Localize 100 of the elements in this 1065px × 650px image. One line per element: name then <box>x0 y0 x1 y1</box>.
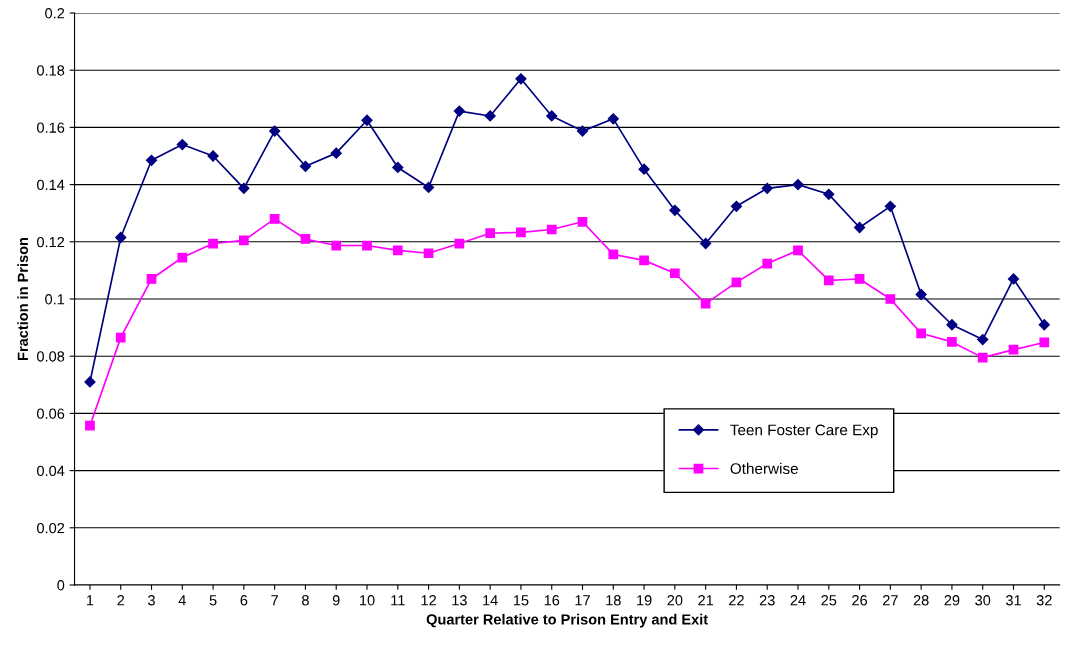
point <box>577 216 588 227</box>
x-tick-label: 17 <box>575 595 590 606</box>
point <box>422 181 435 194</box>
point <box>761 182 773 194</box>
y-tick-label: 0.08 <box>37 351 65 362</box>
point <box>854 274 865 284</box>
point <box>1038 319 1050 331</box>
point <box>85 420 95 431</box>
point <box>946 319 958 331</box>
x-tick-label: 31 <box>1005 595 1021 606</box>
point <box>485 228 496 239</box>
point <box>546 110 558 122</box>
y-tick-label: 0.06 <box>37 408 65 419</box>
point <box>823 188 835 200</box>
x-tick-label: 14 <box>483 595 498 606</box>
point <box>730 200 743 212</box>
point <box>916 328 927 339</box>
y-axis-title: Fraction in Prison <box>17 237 29 361</box>
point <box>177 252 188 263</box>
point <box>392 245 403 256</box>
point <box>115 231 127 244</box>
point <box>331 240 342 251</box>
point <box>269 125 281 137</box>
x-tick-label: 20 <box>667 595 683 606</box>
point <box>700 237 712 250</box>
y-tick-label: 0 <box>57 580 65 591</box>
x-tick-label: 22 <box>729 595 744 606</box>
x-tick-label: 24 <box>790 595 806 606</box>
x-tick-label: 3 <box>148 595 155 606</box>
point <box>546 224 557 235</box>
x-tick-label: 10 <box>360 595 375 606</box>
point <box>669 204 681 216</box>
x-tick-label: 9 <box>332 595 340 606</box>
point <box>576 125 589 137</box>
point <box>300 234 311 244</box>
point <box>884 200 896 212</box>
x-tick-label: 5 <box>209 595 217 606</box>
x-tick-label: 21 <box>698 595 714 606</box>
point <box>638 163 650 175</box>
point <box>299 160 312 172</box>
x-tick-label: 4 <box>178 595 186 606</box>
y-tick-label: 0.04 <box>37 465 65 477</box>
x-tick-label: 26 <box>852 595 868 606</box>
point <box>608 249 619 260</box>
x-tick-label: 25 <box>821 595 837 606</box>
x-tick-label: 23 <box>759 595 775 606</box>
point <box>853 221 866 234</box>
x-tick-label: 32 <box>1036 595 1052 606</box>
x-tick-label: 13 <box>452 595 467 606</box>
point <box>208 238 218 249</box>
point <box>607 113 619 125</box>
point <box>1039 337 1050 348</box>
point <box>176 138 188 151</box>
point <box>762 258 773 269</box>
point <box>516 227 526 238</box>
x-tick-label: 30 <box>975 595 991 606</box>
legend-label: Otherwise <box>730 462 798 475</box>
point <box>330 147 342 159</box>
y-tick-label: 0.18 <box>37 65 65 76</box>
point <box>84 376 96 388</box>
point <box>145 154 158 166</box>
point <box>885 294 896 304</box>
point <box>238 182 250 194</box>
x-tick-label: 28 <box>913 595 929 606</box>
x-tick-label: 6 <box>240 595 248 606</box>
point <box>947 337 957 347</box>
point <box>361 114 373 126</box>
x-tick-label: 15 <box>513 595 529 606</box>
x-tick-label: 1 <box>87 595 94 606</box>
x-tick-label: 7 <box>271 595 278 606</box>
x-tick-label: 19 <box>637 595 652 606</box>
x-axis-title: Quarter Relative to Prison Entry and Exit <box>426 613 708 628</box>
point <box>793 245 803 256</box>
x-tick-label: 18 <box>606 595 621 606</box>
point <box>977 334 989 346</box>
point <box>977 352 988 363</box>
x-tick-label: 2 <box>117 595 125 606</box>
point <box>1007 273 1020 285</box>
legend-label: Teen Foster Care Exp <box>730 424 878 439</box>
y-tick-label: 0.14 <box>37 179 65 191</box>
point <box>484 110 496 122</box>
y-tick-label: 0.12 <box>37 236 65 248</box>
y-tick-label: 0.1 <box>45 294 65 305</box>
point <box>700 298 711 309</box>
point <box>423 248 434 259</box>
point <box>515 73 527 85</box>
point <box>823 275 834 286</box>
x-tick-label: 8 <box>302 595 309 606</box>
point <box>362 240 372 251</box>
point <box>146 274 157 284</box>
y-tick-label: 0.02 <box>37 522 65 534</box>
point <box>915 288 927 301</box>
point <box>669 268 680 279</box>
x-tick-label: 27 <box>882 595 898 606</box>
x-tick-label: 29 <box>944 595 960 606</box>
x-tick-label: 16 <box>544 595 560 606</box>
y-tick-label: 0.16 <box>37 122 65 133</box>
point <box>392 161 404 174</box>
point <box>269 214 280 224</box>
point <box>115 332 126 343</box>
